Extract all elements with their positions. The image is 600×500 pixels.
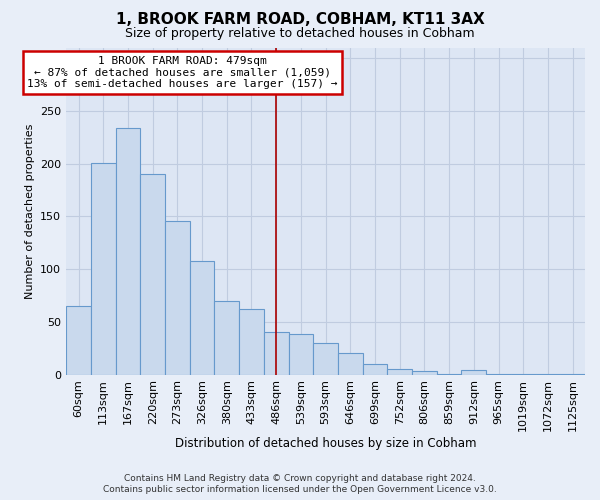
Bar [289, 334, 313, 374]
Bar [338, 354, 362, 374]
Y-axis label: Number of detached properties: Number of detached properties [25, 124, 35, 298]
Bar [66, 306, 91, 374]
Bar [239, 309, 264, 374]
Text: 1 BROOK FARM ROAD: 479sqm
← 87% of detached houses are smaller (1,059)
13% of se: 1 BROOK FARM ROAD: 479sqm ← 87% of detac… [27, 56, 338, 89]
Bar [190, 260, 214, 374]
Bar [362, 364, 388, 374]
Bar [313, 343, 338, 374]
Bar [214, 300, 239, 374]
Text: Size of property relative to detached houses in Cobham: Size of property relative to detached ho… [125, 28, 475, 40]
Text: Contains HM Land Registry data © Crown copyright and database right 2024.
Contai: Contains HM Land Registry data © Crown c… [103, 474, 497, 494]
Bar [412, 372, 437, 374]
Bar [91, 162, 116, 374]
Text: 1, BROOK FARM ROAD, COBHAM, KT11 3AX: 1, BROOK FARM ROAD, COBHAM, KT11 3AX [116, 12, 484, 28]
Bar [461, 370, 486, 374]
Bar [388, 370, 412, 374]
Bar [165, 220, 190, 374]
X-axis label: Distribution of detached houses by size in Cobham: Distribution of detached houses by size … [175, 437, 476, 450]
Bar [264, 332, 289, 374]
Bar [116, 128, 140, 374]
Bar [140, 174, 165, 374]
